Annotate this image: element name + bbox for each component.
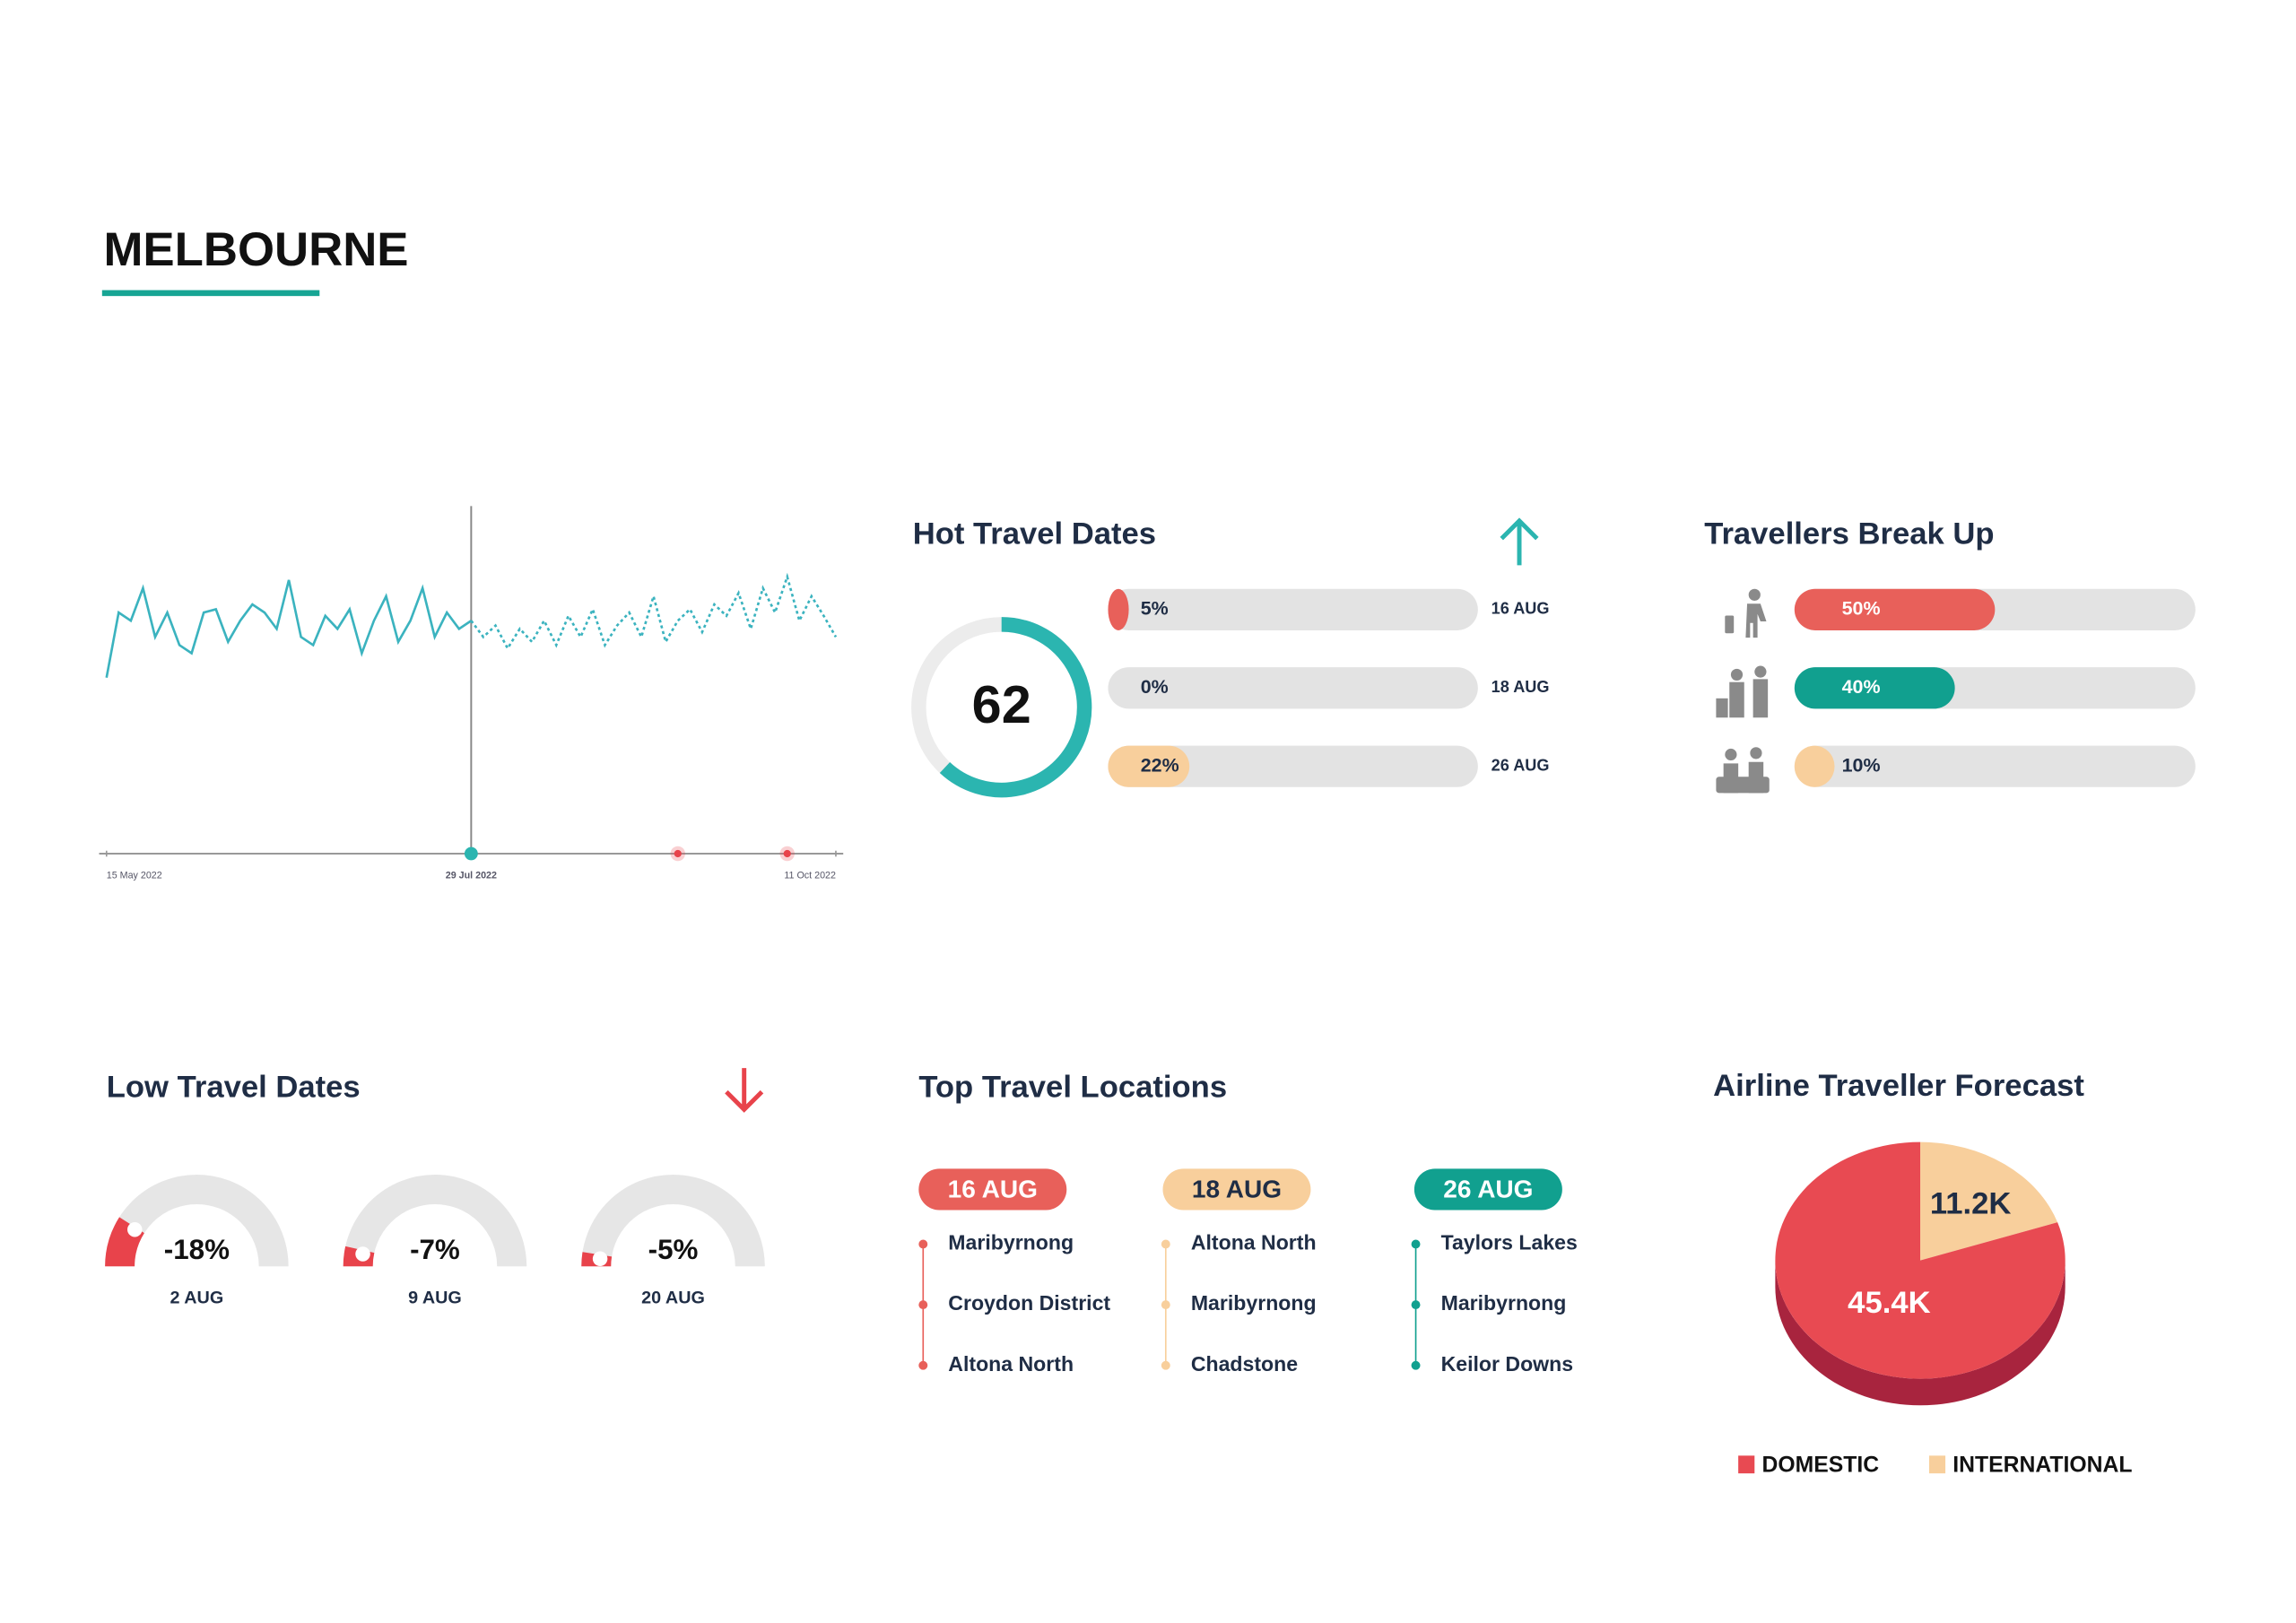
- timeline-dot: [1161, 1300, 1170, 1310]
- gauge-knob: [127, 1221, 143, 1237]
- score-value: 62: [972, 674, 1031, 734]
- bar: [1794, 667, 1955, 709]
- timeline-dot: [1161, 1239, 1170, 1249]
- x-tick-label: 29 Jul 2022: [446, 871, 497, 881]
- event-marker: [783, 849, 791, 858]
- bar-label: 50%: [1842, 598, 1881, 620]
- section-title: Airline Traveller Forecast: [1713, 1069, 2084, 1103]
- bar-label: 0%: [1141, 676, 1169, 698]
- bar: [1108, 588, 1129, 630]
- bar-track: [1108, 667, 1478, 709]
- pie-side: [1775, 1260, 2066, 1406]
- bar-date: 16 AUG: [1492, 600, 1550, 618]
- bar: [1794, 745, 1835, 787]
- gauge-date: 20 AUG: [641, 1289, 705, 1308]
- location: Keilor Downs: [1441, 1352, 1573, 1376]
- bar-track: [1108, 588, 1478, 630]
- gauge-value: -5%: [648, 1234, 699, 1265]
- pie-slice: [1775, 1141, 2066, 1379]
- gauge-track: [343, 1175, 527, 1267]
- pie-label: 45.4K: [1848, 1286, 1930, 1320]
- gauge-knob: [355, 1246, 370, 1262]
- section-title: Top Travel Locations: [918, 1070, 1227, 1104]
- x-tick-label: 11 Oct 2022: [784, 871, 836, 881]
- bar-date: 26 AUG: [1492, 756, 1550, 774]
- title-underline: [101, 290, 320, 297]
- legend-swatch: [1928, 1455, 1946, 1474]
- timeline-dot: [1161, 1360, 1170, 1370]
- event-marker: [674, 849, 682, 858]
- location: Maribyrnong: [1191, 1291, 1317, 1315]
- bar-track: [1794, 745, 2196, 787]
- location: Altona North: [948, 1352, 1074, 1376]
- timeline-dot: [918, 1360, 928, 1370]
- score-arc: [939, 617, 1092, 798]
- gauge-date: 2 AUG: [170, 1289, 224, 1308]
- bar-label: 22%: [1141, 754, 1179, 776]
- timeline-dot: [1411, 1300, 1421, 1310]
- traveller-icons: [1716, 588, 1770, 794]
- trend-line: [105, 579, 473, 678]
- up-arrow: [1500, 517, 1539, 566]
- section-title: Hot Travel Dates: [913, 517, 1156, 551]
- bar-date: 18 AUG: [1492, 678, 1550, 696]
- gauge-value: -18%: [164, 1234, 230, 1265]
- page-title: MELBOURNE: [103, 223, 408, 276]
- gauge-knob: [592, 1251, 608, 1266]
- gauge-value: -7%: [410, 1234, 460, 1265]
- location: Maribyrnong: [1441, 1291, 1567, 1315]
- timeline-dot: [918, 1239, 928, 1249]
- current-date-dot: [464, 846, 478, 861]
- location: Maribyrnong: [948, 1231, 1074, 1254]
- pie-label: 11.2K: [1930, 1187, 2012, 1221]
- gauge-date: 9 AUG: [408, 1289, 462, 1308]
- bar-label: 10%: [1842, 754, 1881, 776]
- timeline-dot: [1411, 1239, 1421, 1249]
- section-title: Travellers Break Up: [1704, 517, 1994, 551]
- location: Croydon District: [948, 1291, 1110, 1315]
- date-pill: [918, 1168, 1067, 1211]
- x-tick-label: 15 May 2022: [107, 871, 162, 881]
- legend-swatch: [1738, 1455, 1755, 1474]
- trend-line: [470, 572, 838, 651]
- date-pill: [1413, 1168, 1562, 1211]
- bar-track: [1108, 745, 1478, 787]
- date-pill: [1162, 1168, 1311, 1211]
- location: Chadstone: [1191, 1352, 1298, 1376]
- timeline-dot: [1411, 1360, 1421, 1370]
- bar: [1108, 745, 1190, 787]
- date-pill-label: 16 AUG: [948, 1175, 1038, 1202]
- date-pill-label: 18 AUG: [1192, 1175, 1282, 1202]
- location: Taylors Lakes: [1441, 1231, 1578, 1254]
- gauge-track: [581, 1175, 765, 1267]
- pie-slice: [1920, 1141, 2058, 1261]
- legend-label: INTERNATIONAL: [1952, 1453, 2132, 1477]
- location: Altona North: [1191, 1231, 1317, 1254]
- bar-label: 40%: [1842, 676, 1881, 698]
- down-arrow: [725, 1068, 764, 1113]
- legend-label: DOMESTIC: [1762, 1453, 1880, 1477]
- section-title: Low Travel Dates: [107, 1070, 361, 1104]
- bar-label: 5%: [1141, 598, 1169, 620]
- timeline-dot: [918, 1300, 928, 1310]
- date-pill-label: 26 AUG: [1443, 1175, 1533, 1202]
- bar: [1794, 588, 1996, 630]
